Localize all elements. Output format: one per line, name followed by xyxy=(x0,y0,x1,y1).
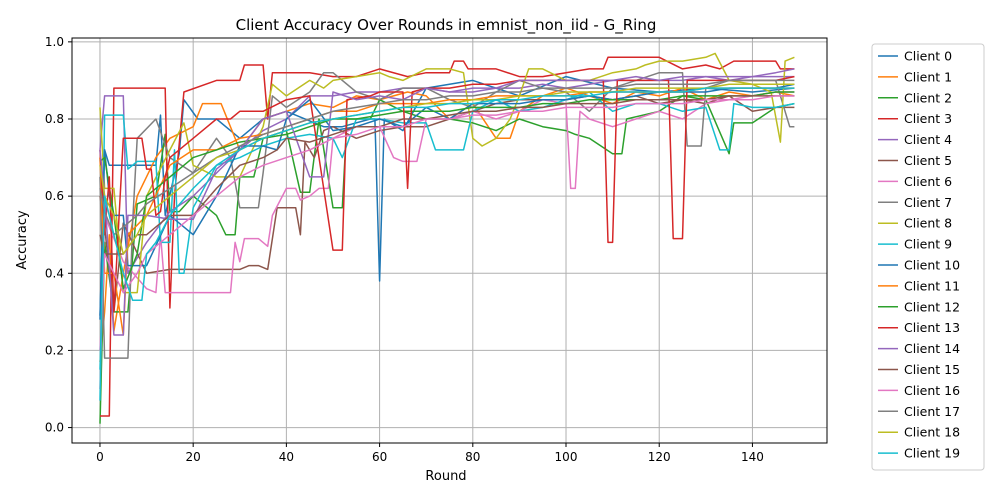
series-line-client-7 xyxy=(99,71,795,359)
series-line-client-19 xyxy=(99,87,795,370)
legend-entry-label: Client 13 xyxy=(904,320,960,335)
series-lines xyxy=(99,52,795,424)
x-tick-label: 0 xyxy=(96,450,104,464)
legend-entry-label: Client 16 xyxy=(904,383,960,398)
x-tick-label: 40 xyxy=(279,450,294,464)
grid-lines xyxy=(72,38,827,443)
chart-title: Client Accuracy Over Rounds in emnist_no… xyxy=(236,16,657,35)
legend-entry-label: Client 14 xyxy=(904,341,960,356)
legend-entry-label: Client 1 xyxy=(904,69,952,84)
y-tick-label: 0.4 xyxy=(45,266,64,280)
legend-entry-label: Client 15 xyxy=(904,362,960,377)
legend-entry-label: Client 3 xyxy=(904,111,952,126)
series-line-client-18 xyxy=(99,83,795,255)
legend-entry-label: Client 2 xyxy=(904,90,952,105)
legend-entry-label: Client 9 xyxy=(904,237,952,252)
legend-entry-label: Client 10 xyxy=(904,258,960,273)
axis-ticks: 0 20 40 60 80 100 120 140 0.0 0.2 0.4 0.6 0.8 1.0 xyxy=(45,35,764,464)
series-line-client-13 xyxy=(99,75,795,313)
x-tick-label: 20 xyxy=(186,450,201,464)
series-line-client-3 xyxy=(100,56,795,417)
legend-entry-label: Client 6 xyxy=(904,174,952,189)
y-axis-label: Accuracy xyxy=(15,210,30,270)
plot-area-frame xyxy=(71,37,828,444)
y-tick-label: 0.0 xyxy=(45,421,64,435)
legend-entry-label: Client 17 xyxy=(904,404,960,419)
x-tick-label: 60 xyxy=(372,450,387,464)
legend-entry-label: Client 19 xyxy=(904,446,960,461)
legend-entry-label: Client 4 xyxy=(904,132,952,147)
x-tick-label: 120 xyxy=(648,450,671,464)
series-line-client-1 xyxy=(99,87,795,363)
y-tick-label: 0.2 xyxy=(45,343,64,357)
legend: Client 0 Client 1 Client 2 Client 3 Client 4… xyxy=(871,43,985,471)
legend-box xyxy=(871,43,985,471)
legend-entry-label: Client 8 xyxy=(904,216,952,231)
series-line-client-8 xyxy=(99,52,795,294)
x-tick-label: 100 xyxy=(555,450,578,464)
legend-entry-label: Client 7 xyxy=(904,195,952,210)
legend-entry-label: Client 5 xyxy=(904,153,952,168)
series-line-client-16 xyxy=(99,95,795,351)
x-tick-label: 80 xyxy=(465,450,480,464)
legend-entry-label: Client 12 xyxy=(904,299,960,314)
y-tick-label: 1.0 xyxy=(45,35,64,49)
x-axis-label: Round xyxy=(425,469,466,484)
legend-entry-label: Client 11 xyxy=(904,278,960,293)
y-tick-label: 0.8 xyxy=(45,112,64,126)
series-line-client-12 xyxy=(99,91,795,290)
legend-entry-label: Client 18 xyxy=(904,425,960,440)
series-line-client-15 xyxy=(99,95,795,255)
x-tick-label: 140 xyxy=(741,450,764,464)
series-line-client-17 xyxy=(99,79,795,236)
y-tick-label: 0.6 xyxy=(45,189,64,203)
legend-entry-label: Client 0 xyxy=(904,49,952,64)
